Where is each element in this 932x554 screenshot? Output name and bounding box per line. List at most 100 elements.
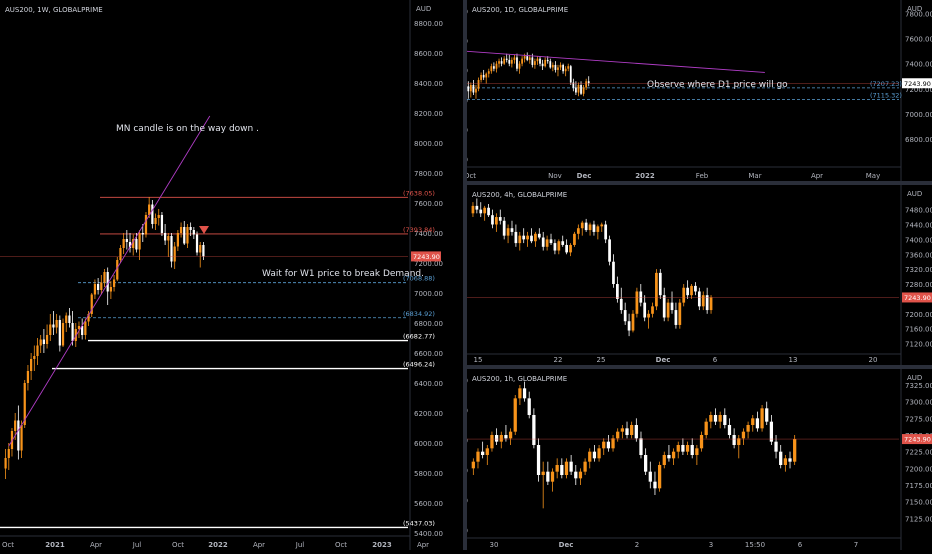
price-tick-label: 6600.00 [414, 350, 443, 358]
candle-body [494, 435, 499, 442]
candle-body [513, 398, 517, 432]
level-label: (7638.05) [403, 189, 435, 197]
candle-body [173, 246, 176, 262]
candle-body [580, 222, 584, 229]
candle-body [751, 418, 755, 425]
time-tick-label: 22 [554, 356, 563, 364]
candle-body [65, 315, 68, 323]
price-tick-label: 8800.00 [414, 20, 443, 28]
candle-body [690, 445, 694, 455]
candle-body [587, 81, 590, 84]
candle-body [61, 323, 65, 346]
candle-body [119, 248, 122, 260]
candle-body [93, 284, 97, 295]
candle-body [592, 224, 596, 232]
price-tick-label: 7360.00 [905, 251, 932, 259]
hourly-chart-pane[interactable]: AUD7325.007300.007275.007250.007225.0072… [439, 369, 932, 550]
price-tick-label: 7400.00 [905, 61, 932, 69]
candle-body [42, 339, 45, 344]
weekly-chart[interactable]: AUD 8800.00 8600.00 8400.00 8200.00 8000.00 78… [0, 0, 463, 550]
candle-body [534, 233, 537, 242]
candle-body [623, 310, 627, 322]
candle-body [678, 302, 682, 325]
candle-body [674, 310, 678, 325]
hourly-chart[interactable]: AUD7325.007300.007275.007250.007225.0072… [439, 369, 932, 550]
last-price-label: 7243.90 [413, 253, 440, 261]
price-tick-label: 5400.00 [414, 530, 443, 538]
candle-body [676, 445, 680, 452]
candle-body [518, 63, 521, 69]
candle-body [522, 235, 526, 240]
time-tick-label: Oct [2, 541, 14, 549]
candle-body [100, 282, 103, 290]
left-price-tick-label: 8000.00 [467, 126, 468, 134]
left-price-tick-label: 7800.00 [467, 156, 468, 164]
last-price-label: 7243.90 [904, 436, 931, 444]
annotation-wait-w1: Wait for W1 price to break Demand. [262, 269, 424, 279]
candle-body [574, 471, 578, 479]
candle-body [549, 61, 552, 68]
candle-body [58, 320, 61, 346]
time-tick-label: 2022 [208, 541, 228, 549]
candle-body [657, 465, 662, 489]
candle-body [596, 226, 600, 232]
candle-body [33, 356, 36, 359]
candle-body [723, 415, 727, 425]
candle-body [510, 59, 513, 64]
candle-body [635, 291, 639, 314]
daily-chart[interactable]: AUD7800.007600.007400.007200.007000.0068… [439, 0, 932, 181]
time-tick-label: Oct [335, 541, 347, 549]
candle-body [560, 465, 564, 475]
candle-body [666, 302, 670, 318]
level-label: (7207.23) [870, 80, 902, 88]
candle-body [779, 451, 783, 465]
candle-body [631, 313, 635, 331]
four-hour-chart[interactable]: AUD 7480.00 7440.00 7400.00 7360.00 7320.00 72… [467, 185, 932, 365]
level-label: (6496.24) [403, 361, 435, 369]
candle-body [170, 236, 173, 262]
level-label: (7393.84) [403, 226, 435, 234]
price-tick-label: 5600.00 [414, 500, 443, 508]
pane-divider-horizontal-2[interactable] [467, 365, 932, 369]
candle-body [620, 428, 624, 432]
price-tick-label: 7280.00 [905, 281, 932, 289]
pane-divider-horizontal-1[interactable] [467, 181, 932, 185]
candle-body [630, 425, 634, 435]
price-tick-label: 8400.00 [414, 80, 443, 88]
pane-divider-vertical[interactable] [463, 0, 467, 550]
candle-body [561, 241, 565, 245]
left-price-tick-label: 6000.00 [467, 437, 468, 445]
candle-body [713, 415, 718, 422]
chart-title: AUS200, 4h, GLOBALPRIME [472, 191, 567, 199]
candle-body [45, 335, 49, 344]
candle-body [487, 71, 490, 74]
candle-body [746, 425, 750, 432]
candle-body [562, 64, 564, 72]
candle-body [510, 228, 514, 232]
price-tick-label: 8000.00 [414, 140, 443, 148]
left-price-tick-label: 8800.00 [467, 8, 468, 16]
candle-body [132, 239, 135, 248]
candle-body [471, 205, 475, 214]
candle-body [106, 272, 109, 292]
candle-body [23, 383, 26, 425]
candle-body [653, 481, 657, 489]
candle-body [788, 458, 792, 462]
candle-body [718, 415, 722, 422]
candle-body [585, 81, 588, 88]
candle-body [39, 339, 42, 346]
daily-chart-pane[interactable]: AUD 7800.00 7600.00 7400.00 7200.00 7000.00 68… [439, 0, 932, 181]
candle-body [154, 218, 157, 224]
candle-body [471, 461, 475, 469]
weekly-chart-pane[interactable]: AUD 8800.00 8600.00 8400.00 8200.00 8000.00 78… [0, 0, 463, 550]
candle-body [160, 215, 164, 233]
candle-body [467, 86, 470, 92]
price-tick-label: 7800.00 [414, 170, 443, 178]
price-tick-label: 7600.00 [414, 200, 443, 208]
four-hour-chart-pane[interactable]: AUD 7480.00 7440.00 7400.00 7360.00 7320.00 72… [467, 185, 932, 365]
candle-body [477, 79, 480, 89]
candle-body [109, 287, 112, 292]
candle-body [554, 64, 557, 70]
time-tick-label: Oct [467, 172, 476, 180]
price-tick-label: 7275.00 [905, 415, 932, 423]
